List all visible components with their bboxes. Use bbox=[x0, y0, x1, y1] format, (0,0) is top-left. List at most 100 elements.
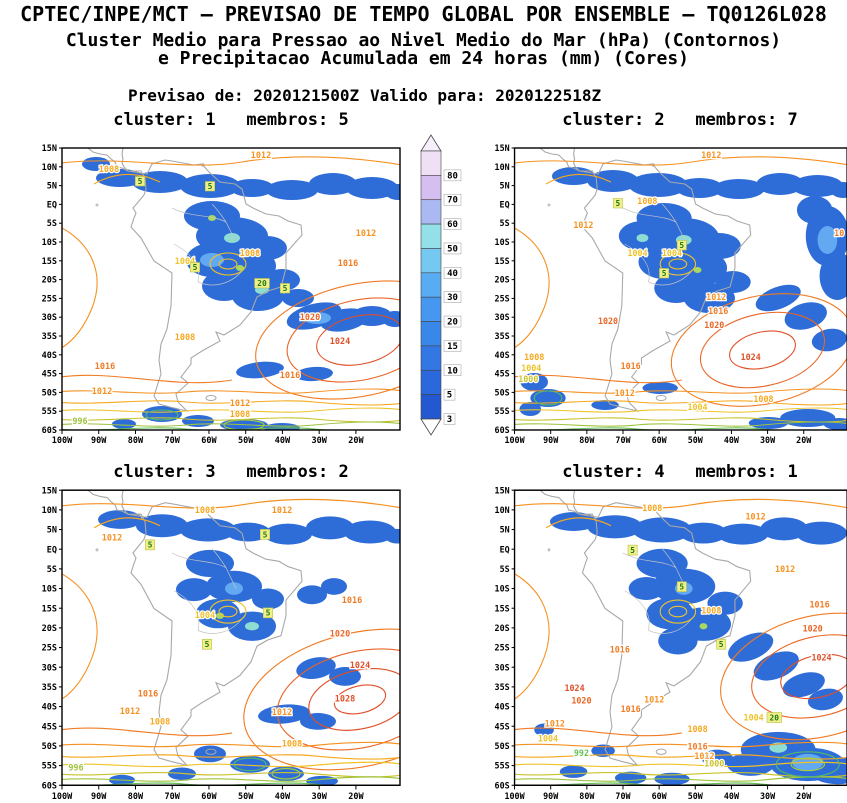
country-borders bbox=[622, 548, 696, 634]
pressure-contour-label: 1012 bbox=[102, 533, 122, 543]
precipitation-area bbox=[186, 549, 234, 578]
precipitation-area bbox=[346, 177, 398, 199]
colorbar-band bbox=[420, 369, 442, 395]
pressure-contour-label: 1012 bbox=[573, 220, 593, 230]
precipitation-area bbox=[520, 373, 548, 391]
lat-axis-label: 50S bbox=[495, 387, 510, 397]
precipitation-area bbox=[296, 657, 336, 679]
precip-value-box bbox=[135, 176, 146, 187]
colorbar-label-box bbox=[443, 242, 462, 255]
lon-axis-label: 100W bbox=[52, 792, 73, 802]
lat-axis-label: 10N bbox=[495, 506, 510, 516]
pressure-contour-label: 1008 bbox=[701, 606, 721, 616]
precip-value-label: 5 bbox=[193, 263, 198, 272]
central-america-coastline bbox=[573, 490, 580, 515]
lon-axis-label: 80W bbox=[128, 792, 144, 802]
precipitation-area bbox=[792, 175, 844, 197]
pressure-contour-label: 1016 bbox=[708, 306, 728, 316]
colorbar-value-label: 80 bbox=[447, 171, 458, 181]
precip-value-label: 5 bbox=[266, 608, 271, 618]
pressure-contour-label: 1008 bbox=[642, 504, 662, 514]
pressure-contour bbox=[308, 668, 400, 731]
lat-axis-label: 55S bbox=[42, 407, 57, 417]
precipitation-area bbox=[591, 400, 619, 410]
precip-value-label: 5 bbox=[630, 545, 635, 555]
pressure-contour bbox=[668, 605, 688, 618]
precipitation-area bbox=[385, 184, 400, 200]
lat-axis-label: 50S bbox=[42, 742, 57, 752]
precip-value-box bbox=[263, 607, 274, 619]
precipitation-accent bbox=[699, 623, 708, 630]
lat-axis-label: 60S bbox=[42, 781, 57, 791]
colorbar-value-label: 50 bbox=[447, 244, 458, 254]
precipitation-area bbox=[830, 182, 847, 198]
lat-axis-label: 5N bbox=[500, 181, 510, 191]
lon-axis-label: 60W bbox=[652, 435, 668, 445]
lat-axis-label: 5S bbox=[47, 219, 57, 229]
pressure-contour-label: 1004 bbox=[744, 713, 764, 723]
lon-axis-label: 30W bbox=[311, 436, 327, 446]
pressure-contour bbox=[545, 517, 612, 529]
precip-value-box bbox=[716, 638, 727, 650]
precipitation-area bbox=[701, 749, 733, 767]
pressure-contour-label: 1012 bbox=[251, 151, 271, 161]
precipitation-area bbox=[264, 523, 312, 545]
lon-axis-label: 20W bbox=[796, 792, 812, 802]
pressure-contour-label: 1012 bbox=[545, 719, 565, 729]
colorbar-label-box bbox=[443, 364, 462, 377]
lat-axis-label: 10N bbox=[42, 506, 57, 516]
precipitation-area bbox=[282, 289, 314, 307]
pressure-contour bbox=[333, 684, 387, 715]
pressure-contour bbox=[514, 374, 682, 384]
lat-axis-label: EQ bbox=[500, 545, 510, 555]
lon-axis-label: 50W bbox=[688, 435, 704, 445]
pressure-contour-label: 1024 bbox=[741, 352, 761, 362]
colorbar-band bbox=[420, 296, 442, 322]
map-cluster-3: 15N 10N 5N EQ 5S 10S 15S 20S 25S 30S 35S 40S 45S 50S 5… bbox=[42, 486, 401, 802]
colorbar-value-label: 20 bbox=[447, 318, 458, 328]
precipitation-area bbox=[306, 516, 354, 540]
pressure-contour-label: 1024 bbox=[564, 684, 584, 694]
precipitation-area bbox=[230, 179, 274, 197]
lon-axis-label: 80W bbox=[128, 436, 144, 446]
precip-value-box bbox=[766, 712, 782, 723]
lat-axis-label: 20S bbox=[495, 275, 510, 285]
pressure-contour-label: 1020 bbox=[300, 313, 320, 323]
pressure-contour-label: 1008 bbox=[195, 506, 215, 516]
precip-value-box bbox=[205, 181, 216, 192]
precipitation-accent bbox=[236, 265, 244, 271]
island-outline bbox=[205, 748, 217, 755]
pressure-contour bbox=[514, 421, 847, 427]
pressure-contour-label: 1004 bbox=[195, 611, 215, 621]
central-america-coastline bbox=[539, 148, 580, 172]
pressure-contour bbox=[514, 388, 847, 394]
pressure-contour-label: 1012 bbox=[706, 292, 726, 302]
precip-value-box bbox=[627, 544, 638, 556]
pressure-contour bbox=[659, 599, 697, 624]
island-outline bbox=[95, 203, 99, 207]
colorbar-band bbox=[420, 321, 442, 347]
pressure-contour-label: 1004 bbox=[521, 363, 541, 373]
precipitation-area bbox=[658, 627, 698, 655]
map-cluster-1: 15N 10N 5N EQ 5S 10S 15S 20S 25S 30S 35S 40S 45S 50S 5… bbox=[42, 144, 401, 446]
precipitation-area bbox=[811, 328, 847, 352]
pressure-contour-label: 1008 bbox=[687, 725, 707, 735]
lat-axis-label: 55S bbox=[495, 762, 510, 772]
pressure-contour bbox=[209, 252, 247, 276]
panel-title-cluster-2: cluster: 2 membros: 7 bbox=[562, 110, 798, 130]
pressure-contour bbox=[514, 727, 682, 737]
pressure-contour-label: 1024 bbox=[811, 654, 831, 664]
south-america-coastline bbox=[579, 502, 752, 767]
lat-axis-label: 25S bbox=[495, 293, 510, 303]
pressure-contour bbox=[699, 311, 826, 389]
pressure-contour bbox=[62, 227, 98, 349]
map-cluster-2: 15N 10N 5N EQ 5S 10S 15S 20S 25S 30S 35S 40S 45S 50S 5… bbox=[495, 144, 847, 445]
lon-axis-label: 90W bbox=[543, 435, 559, 445]
precipitation-area bbox=[628, 173, 688, 197]
precipitation-area bbox=[628, 577, 665, 601]
pressure-contour-label: 1008 bbox=[282, 739, 302, 749]
lon-axis-label: 100W bbox=[504, 792, 525, 802]
map-frame bbox=[513, 147, 847, 431]
precipitation-accent bbox=[225, 582, 243, 595]
lat-axis-label: 15N bbox=[495, 486, 510, 496]
